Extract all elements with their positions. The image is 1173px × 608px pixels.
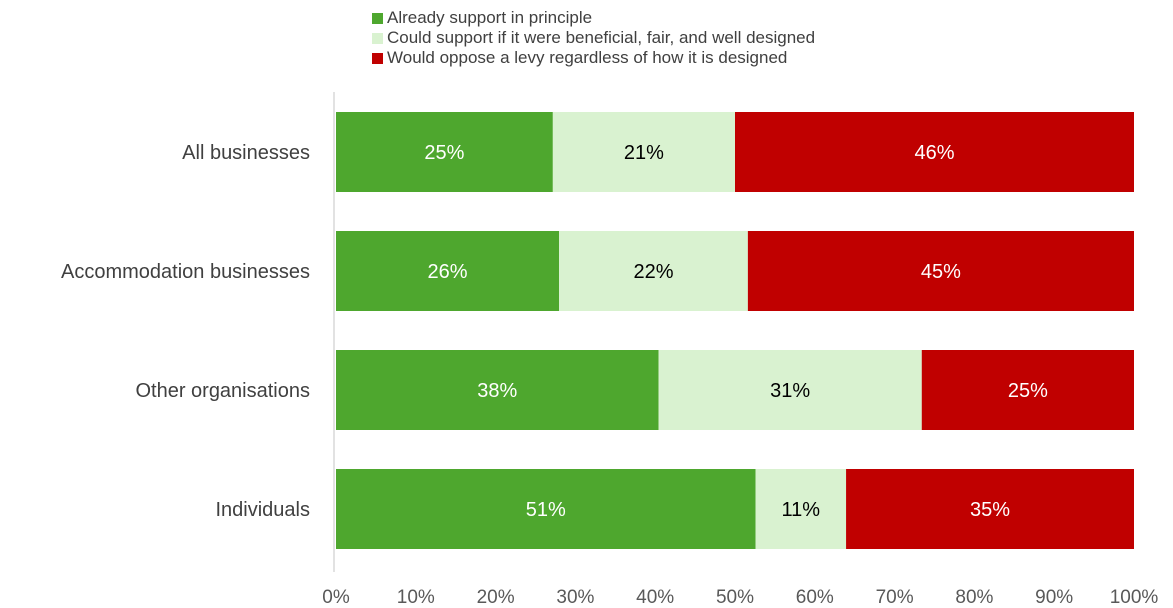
bar-segment-2-row-1 [552,112,735,192]
x-tick-label: 20% [477,587,515,608]
data-label: 25% [424,142,464,164]
legend-item-could-support: Could support if it were beneficial, fai… [372,28,815,48]
data-label: 45% [921,261,961,283]
x-tick-label: 40% [636,587,674,608]
legend: Already support in principle Could suppo… [372,8,815,68]
data-label: 11% [782,499,821,521]
x-tick-label: 90% [1035,587,1073,608]
bar-segment-1-row-3 [336,350,659,430]
x-tick-label: 30% [556,587,594,608]
category-label: Accommodation businesses [61,261,310,283]
bar-segment-1-row-2 [336,231,560,311]
data-label: 46% [914,142,954,164]
data-label: 21% [624,142,664,164]
x-tick-label: 80% [955,587,993,608]
x-tick-label: 10% [397,587,435,608]
bar-segment-2-row-3 [658,350,922,430]
bar-segment-1-row-4 [336,469,756,549]
data-label: 26% [428,261,468,283]
legend-swatch-support [372,12,383,24]
legend-item-support: Already support in principle [372,8,815,28]
legend-swatch-could-support [372,32,383,44]
data-label: 25% [1008,380,1048,402]
bar-segment-2-row-4 [755,469,847,549]
data-label: 38% [477,380,517,402]
x-tick-label: 60% [796,587,834,608]
legend-item-oppose: Would oppose a levy regardless of how it… [372,48,815,68]
x-tick-label: 50% [716,587,754,608]
data-label: 35% [970,499,1010,521]
category-label: All businesses [182,142,310,164]
legend-label-oppose: Would oppose a levy regardless of how it… [387,48,788,67]
bar-segment-3-row-4 [846,469,1134,549]
bar-segment-2-row-2 [559,231,748,311]
legend-swatch-oppose [372,52,383,64]
data-label: 31% [770,380,810,402]
data-label: 22% [633,261,673,283]
bar-segment-1-row-1 [336,112,553,192]
x-tick-label: 70% [876,587,914,608]
category-label: Other organisations [135,380,310,402]
legend-label-could-support: Could support if it were beneficial, fai… [387,28,816,47]
bar-segment-3-row-1 [735,112,1134,192]
x-tick-label: 0% [322,587,350,608]
legend-label-support: Already support in principle [387,8,593,27]
bar-segment-3-row-3 [921,350,1134,430]
x-tick-label: 100% [1110,587,1159,608]
data-label: 51% [526,499,566,521]
category-label: Individuals [215,499,310,521]
bar-segment-3-row-2 [747,231,1134,311]
